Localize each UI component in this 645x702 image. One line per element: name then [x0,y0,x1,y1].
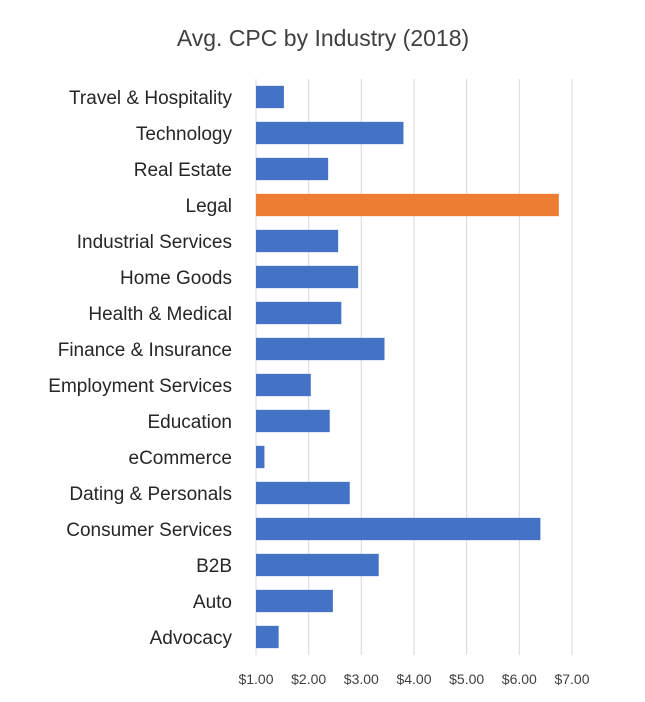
bar [256,193,559,217]
category-label: Advocacy [150,628,233,649]
category-label: Education [147,412,232,433]
bar [256,157,329,181]
bar [256,481,350,505]
bar [256,85,284,109]
category-label: B2B [196,556,232,577]
bars [256,85,559,649]
bar [256,373,311,397]
bar [256,553,379,577]
bar [256,337,385,361]
x-tick-label: $4.00 [396,671,431,687]
category-label: eCommerce [129,448,232,469]
category-label: Travel & Hospitality [69,88,232,109]
category-label: Legal [186,196,233,217]
bar [256,445,265,469]
x-tick-label: $2.00 [291,671,326,687]
category-label: Home Goods [120,268,232,289]
category-label: Technology [136,124,233,145]
category-label: Health & Medical [88,304,232,325]
category-label: Consumer Services [66,520,232,541]
x-tick-label: $5.00 [449,671,484,687]
x-tick-label: $6.00 [502,671,537,687]
category-label: Auto [193,592,232,613]
bar [256,301,342,325]
category-label: Dating & Personals [69,484,232,505]
bar [256,121,404,145]
category-label: Finance & Insurance [58,340,232,361]
bar [256,517,541,541]
category-label: Industrial Services [77,232,232,253]
bar [256,409,330,433]
bar [256,229,339,253]
bar [256,625,279,649]
category-labels: Travel & Hospitality Technology Real Estat… [48,88,232,649]
x-tick-label: $3.00 [344,671,379,687]
bar [256,589,333,613]
category-label: Employment Services [48,376,232,397]
bar [256,265,359,289]
x-tick-label: $7.00 [554,671,589,687]
chart-title: Avg. CPC by Industry (2018) [177,25,469,51]
x-tick-labels: $1.00 $2.00 $3.00 $4.00 $5.00 $6.00 $7.00 [238,671,589,687]
x-tick-label: $1.00 [238,671,273,687]
category-label: Real Estate [134,160,232,181]
